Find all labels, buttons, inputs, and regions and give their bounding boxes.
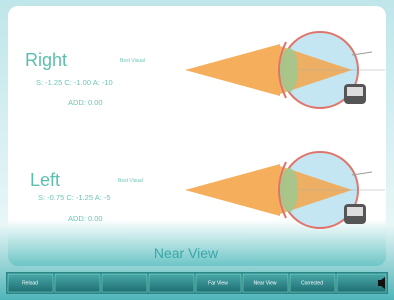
button-label: Near View [254,280,277,286]
blank-button[interactable] [55,274,100,292]
right-label: Right [25,50,67,70]
left-label: Left [30,170,60,190]
right-mode: Best Visual [120,58,145,64]
right-prescription: S: -1.25 C: -1.00 A: -10 [36,78,113,87]
button-label: Reload [22,280,38,286]
view-title: Near View [154,245,219,261]
page: Right Best Visual S: -1.25 C: -1.00 A: -… [0,0,394,300]
button-label: Far View [208,280,228,286]
left-prescription: S: -0.75 C: -1.25 A: -5 [38,193,111,202]
button-label: Corrected [301,280,323,286]
blank-button[interactable] [149,274,194,292]
right-add: ADD: 0.00 [68,98,103,107]
left-mode: Best Visual [118,178,143,184]
blank-button[interactable] [102,274,147,292]
screen: Right Best Visual S: -1.25 C: -1.00 A: -… [0,0,394,300]
left-add: ADD: 0.00 [68,214,103,223]
buttons: Reload Far View Near View Corrected [8,274,386,292]
